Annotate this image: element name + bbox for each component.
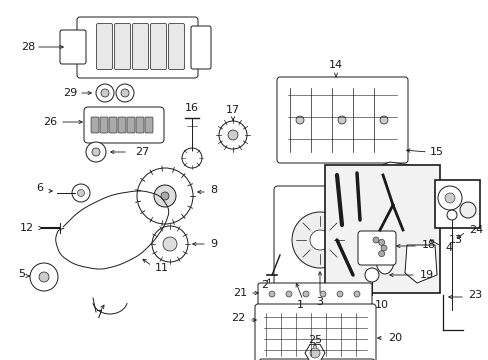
Circle shape	[121, 89, 129, 97]
FancyBboxPatch shape	[150, 23, 166, 69]
FancyBboxPatch shape	[84, 107, 163, 143]
Text: 14: 14	[328, 60, 343, 70]
Text: 17: 17	[225, 105, 240, 115]
Circle shape	[366, 223, 376, 233]
Ellipse shape	[375, 246, 393, 274]
Text: 12: 12	[20, 223, 34, 233]
FancyBboxPatch shape	[254, 304, 375, 360]
Text: 11: 11	[155, 263, 169, 273]
Polygon shape	[351, 162, 427, 252]
FancyBboxPatch shape	[127, 117, 135, 133]
Circle shape	[309, 230, 329, 250]
Circle shape	[268, 291, 274, 297]
Circle shape	[444, 193, 454, 203]
Circle shape	[154, 185, 176, 207]
Circle shape	[219, 121, 246, 149]
Circle shape	[163, 237, 177, 251]
Circle shape	[379, 116, 387, 124]
Text: 8: 8	[209, 185, 217, 195]
Circle shape	[337, 116, 346, 124]
Circle shape	[379, 180, 389, 190]
Text: 27: 27	[135, 147, 149, 157]
Circle shape	[353, 291, 359, 297]
Text: 18: 18	[421, 240, 435, 250]
Circle shape	[86, 142, 106, 162]
Circle shape	[336, 291, 342, 297]
Circle shape	[30, 263, 58, 291]
Text: 15: 15	[429, 147, 443, 157]
FancyBboxPatch shape	[258, 283, 371, 305]
FancyBboxPatch shape	[168, 23, 184, 69]
Text: 22: 22	[230, 313, 244, 323]
Circle shape	[291, 212, 347, 268]
FancyBboxPatch shape	[276, 77, 407, 163]
Text: 1: 1	[296, 300, 303, 310]
FancyBboxPatch shape	[136, 117, 143, 133]
Circle shape	[446, 210, 456, 220]
Circle shape	[399, 227, 409, 237]
Text: 29: 29	[63, 88, 77, 98]
Circle shape	[96, 84, 114, 102]
Text: 13: 13	[448, 235, 462, 245]
Text: 26: 26	[43, 117, 57, 127]
Circle shape	[378, 239, 384, 246]
Text: 25: 25	[307, 335, 322, 345]
FancyBboxPatch shape	[132, 23, 148, 69]
Circle shape	[182, 148, 202, 168]
Bar	[325, 165, 439, 293]
Circle shape	[161, 192, 169, 200]
FancyBboxPatch shape	[191, 26, 210, 69]
Circle shape	[101, 89, 109, 97]
Circle shape	[137, 168, 193, 224]
Circle shape	[227, 130, 238, 140]
Circle shape	[437, 186, 461, 210]
Circle shape	[372, 237, 378, 243]
FancyBboxPatch shape	[145, 117, 153, 133]
FancyBboxPatch shape	[91, 117, 99, 133]
Circle shape	[402, 183, 412, 193]
Circle shape	[303, 291, 308, 297]
Circle shape	[364, 268, 378, 282]
Text: 3: 3	[316, 297, 323, 307]
FancyBboxPatch shape	[118, 117, 126, 133]
Text: 5: 5	[19, 269, 25, 279]
Circle shape	[116, 84, 134, 102]
FancyBboxPatch shape	[77, 17, 198, 78]
FancyBboxPatch shape	[60, 30, 86, 64]
Circle shape	[77, 189, 84, 197]
Text: 20: 20	[387, 333, 401, 343]
Text: 16: 16	[184, 103, 199, 113]
Circle shape	[285, 291, 291, 297]
Text: 28: 28	[21, 42, 35, 52]
Circle shape	[92, 148, 100, 156]
FancyBboxPatch shape	[96, 23, 112, 69]
Circle shape	[319, 291, 325, 297]
Text: 24: 24	[468, 225, 482, 235]
FancyBboxPatch shape	[109, 117, 117, 133]
Circle shape	[72, 184, 90, 202]
Text: 7: 7	[95, 310, 102, 320]
Circle shape	[380, 245, 386, 251]
Circle shape	[295, 116, 304, 124]
Text: 4: 4	[444, 243, 451, 253]
FancyBboxPatch shape	[100, 117, 108, 133]
Circle shape	[152, 226, 187, 262]
Text: 10: 10	[374, 300, 388, 310]
Polygon shape	[404, 245, 436, 283]
FancyBboxPatch shape	[357, 231, 395, 265]
Circle shape	[309, 348, 319, 358]
Circle shape	[459, 202, 475, 218]
Bar	[434, 180, 479, 228]
FancyBboxPatch shape	[259, 359, 374, 360]
Text: 21: 21	[232, 288, 246, 298]
Text: 19: 19	[419, 270, 433, 280]
Circle shape	[378, 251, 384, 257]
Text: 23: 23	[467, 290, 481, 300]
Text: 9: 9	[209, 239, 217, 249]
FancyBboxPatch shape	[114, 23, 130, 69]
Text: 2: 2	[261, 280, 268, 290]
FancyBboxPatch shape	[273, 186, 366, 294]
Text: 6: 6	[37, 183, 43, 193]
Circle shape	[39, 272, 49, 282]
